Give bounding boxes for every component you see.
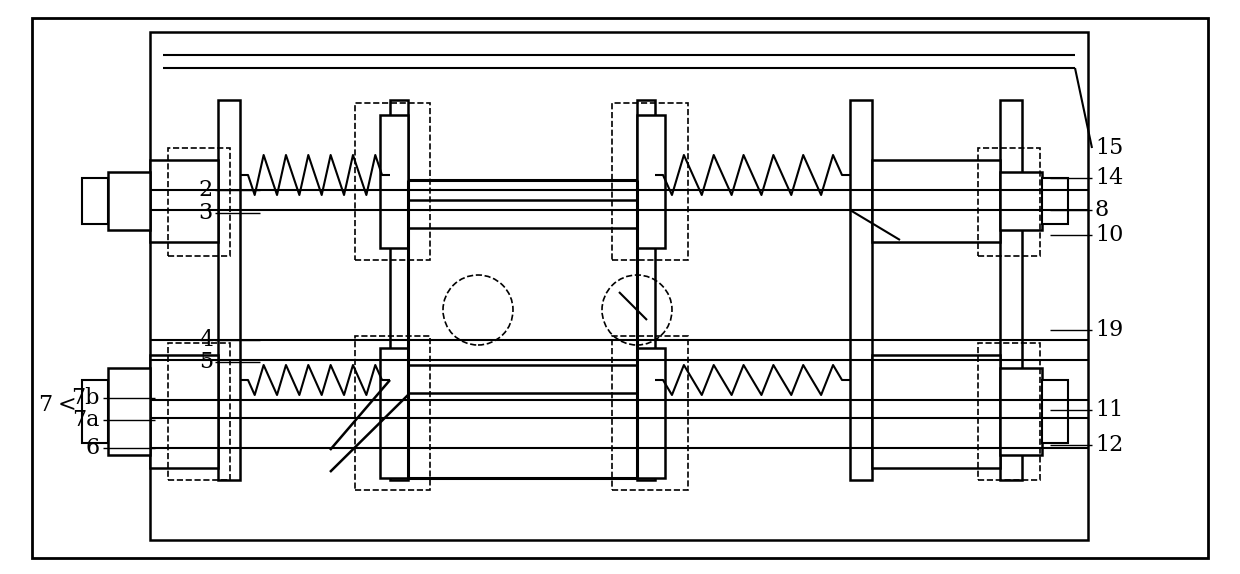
Bar [613, 336, 688, 490]
Bar [637, 115, 665, 248]
Bar [379, 348, 408, 478]
Bar [108, 368, 150, 455]
Bar [218, 100, 241, 480]
Text: <: < [58, 394, 77, 416]
Text: 7a: 7a [73, 409, 100, 431]
Bar [613, 103, 688, 260]
Text: 11: 11 [1095, 399, 1123, 421]
Bar [355, 103, 430, 260]
Bar [167, 148, 229, 256]
Text: 12: 12 [1095, 434, 1123, 456]
Text: 7b: 7b [72, 387, 100, 409]
Bar [150, 32, 1087, 540]
Bar [999, 100, 1022, 480]
Bar [355, 336, 430, 490]
Bar [637, 348, 665, 478]
Text: 5: 5 [198, 351, 213, 373]
Text: 2: 2 [198, 179, 213, 201]
Bar [999, 172, 1042, 230]
Bar [872, 160, 999, 242]
Bar [167, 343, 229, 480]
Bar [637, 100, 655, 480]
Text: 14: 14 [1095, 167, 1123, 189]
Bar [999, 368, 1042, 455]
Text: 3: 3 [198, 202, 213, 224]
Bar [150, 160, 218, 242]
Bar [978, 343, 1040, 480]
Bar [849, 100, 872, 480]
Bar [82, 178, 108, 224]
Text: 8: 8 [1095, 199, 1110, 221]
Bar [150, 355, 218, 468]
Bar [391, 100, 408, 480]
Text: 4: 4 [198, 329, 213, 351]
Text: 15: 15 [1095, 137, 1123, 159]
Bar [978, 148, 1040, 256]
Bar [1042, 178, 1068, 224]
Text: 10: 10 [1095, 224, 1123, 246]
Text: 7: 7 [38, 394, 52, 416]
Bar [82, 380, 108, 443]
Bar [1042, 380, 1068, 443]
Bar [379, 115, 408, 248]
Bar [872, 355, 999, 468]
Bar [108, 172, 150, 230]
Text: 19: 19 [1095, 319, 1123, 341]
Text: 6: 6 [86, 437, 100, 459]
